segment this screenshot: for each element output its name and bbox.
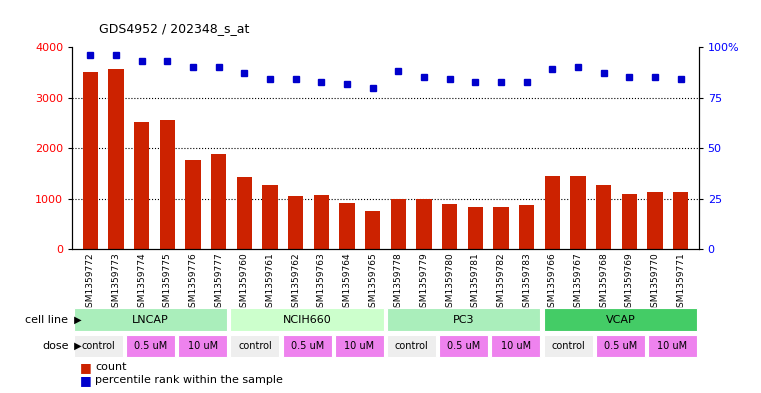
Text: 0.5 uM: 0.5 uM [603,341,637,351]
Bar [622,194,637,249]
Bar [519,205,534,249]
Text: percentile rank within the sample: percentile rank within the sample [95,375,283,386]
Text: control: control [81,341,115,351]
Text: VCAP: VCAP [606,314,635,325]
Bar [211,154,226,249]
Bar [335,335,384,358]
Bar [178,335,228,358]
Text: dose: dose [42,341,68,351]
Bar [231,308,384,331]
Text: 0.5 uM: 0.5 uM [134,341,167,351]
Bar [185,160,201,249]
Bar [108,69,123,249]
Bar [387,335,436,358]
Bar [160,119,175,249]
Bar [545,176,560,249]
Bar [282,335,332,358]
Bar [263,185,278,249]
Bar [416,199,431,249]
Bar [288,196,304,249]
Bar [570,176,586,249]
Bar [237,177,252,249]
Bar [673,192,689,249]
Bar [467,207,483,249]
Bar [492,335,540,358]
Bar [390,199,406,249]
Text: ▶: ▶ [71,314,81,325]
Text: ■: ■ [80,361,91,374]
Bar [493,207,508,249]
Bar [648,192,663,249]
Text: 0.5 uM: 0.5 uM [447,341,480,351]
Bar [126,335,175,358]
Text: GDS4952 / 202348_s_at: GDS4952 / 202348_s_at [99,22,250,35]
Bar [648,335,697,358]
Text: ▶: ▶ [71,341,81,351]
Bar [339,203,355,249]
Text: PC3: PC3 [453,314,475,325]
Bar [82,72,98,249]
Bar [543,335,593,358]
Bar [387,308,540,331]
Bar [74,335,123,358]
Text: control: control [551,341,585,351]
Bar [543,308,697,331]
Bar [231,335,279,358]
Text: 10 uM: 10 uM [344,341,374,351]
Text: control: control [238,341,272,351]
Text: ■: ■ [80,374,91,387]
Bar [596,185,611,249]
Text: LNCAP: LNCAP [132,314,169,325]
Text: 0.5 uM: 0.5 uM [291,341,323,351]
Text: 10 uM: 10 uM [501,341,531,351]
Text: cell line: cell line [25,314,68,325]
Bar [442,204,457,249]
Bar [314,195,329,249]
Bar [439,335,489,358]
Bar [365,211,380,249]
Bar [596,335,645,358]
Text: 10 uM: 10 uM [188,341,218,351]
Text: count: count [95,362,126,373]
Text: 10 uM: 10 uM [658,341,688,351]
Text: NCIH660: NCIH660 [283,314,332,325]
Text: control: control [395,341,428,351]
Bar [74,308,228,331]
Bar [134,122,149,249]
